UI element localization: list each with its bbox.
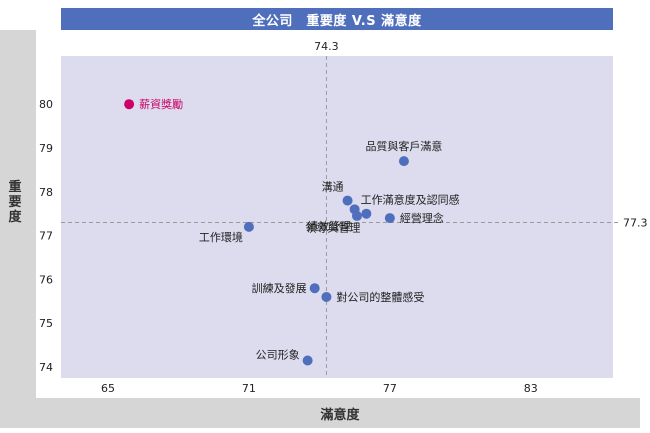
data-label: 經營理念	[400, 211, 444, 225]
y-tick-label: 74	[39, 361, 53, 374]
reference-x-label: 74.3	[314, 40, 339, 53]
y-axis-label: 重要度	[8, 180, 22, 225]
data-label: 領導與管理	[305, 221, 360, 235]
x-axis-label: 滿意度	[320, 408, 360, 423]
data-point	[342, 195, 353, 206]
plot-background	[61, 56, 613, 378]
y-tick-label: 75	[39, 317, 53, 330]
data-point	[302, 355, 313, 366]
data-label: 溝通	[322, 181, 344, 194]
x-tick-label: 83	[524, 382, 538, 395]
data-point	[124, 99, 135, 110]
x-tick-label: 77	[383, 382, 397, 395]
data-label: 工作滿意度及認同感	[361, 192, 460, 206]
y-tick-label: 78	[39, 186, 53, 199]
frame-bottom-band	[0, 398, 640, 428]
x-tick-label: 71	[242, 382, 256, 395]
data-label: 公司形象	[256, 348, 300, 361]
data-label: 工作環境	[199, 230, 243, 244]
chart-title: 全公司 重要度 V.S 滿意度	[61, 8, 613, 30]
y-tick-label: 80	[39, 98, 53, 111]
data-point	[361, 208, 372, 219]
data-label: 對公司的整體感受	[336, 290, 424, 304]
frame-left-band	[0, 30, 36, 402]
data-point	[384, 213, 395, 224]
x-tick-label: 65	[101, 382, 115, 395]
y-tick-label: 79	[39, 142, 53, 155]
data-label: 薪資獎勵	[139, 97, 183, 111]
data-label: 績效管理	[307, 219, 351, 233]
data-point	[243, 221, 254, 232]
y-tick-label: 77	[39, 230, 53, 243]
reference-y-label: 77.3	[623, 216, 648, 229]
data-label: 訓練及發展	[252, 281, 307, 295]
data-point	[351, 210, 362, 221]
data-point	[398, 156, 409, 167]
y-tick-label: 76	[39, 273, 53, 286]
data-point	[309, 283, 320, 294]
data-point	[321, 291, 332, 302]
data-label: 品質與客戶滿意	[365, 139, 442, 153]
